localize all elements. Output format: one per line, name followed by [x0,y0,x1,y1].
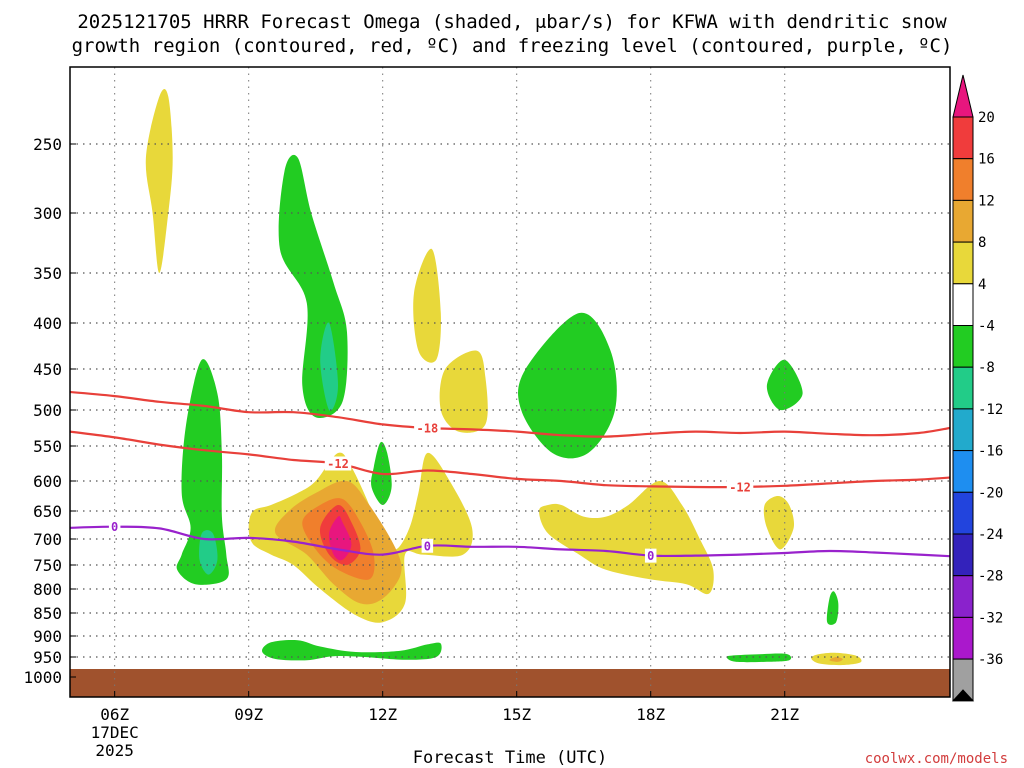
colorbar-segment-13 [952,616,974,660]
y-tick-label-600: 600 [33,472,62,491]
colorbar-label-0: 20 [978,110,995,126]
x-axis-label: Forecast Time (UTC) [413,748,607,768]
y-tick-label-900: 900 [33,627,62,646]
credit-text[interactable]: coolwx.com/models [865,751,1008,767]
contour-line-0 [70,390,950,438]
colorbar-label-13: -36 [978,652,1003,668]
y-tick-label-350: 350 [33,264,62,283]
x-tick-label-15Z: 15Z [502,705,531,724]
colorbar-label-9: -20 [978,485,1003,501]
contour-extra-label-0-bg [421,538,434,553]
chart-title-line1: 2025121705 HRRR Forecast Omega (shaded, … [77,11,947,33]
y-tick-label-450: 450 [33,360,62,379]
axes: 250 300 350 400 450 500 550 600 650 700 750 800 850 9… [23,66,951,760]
y-tick-label-500: 500 [33,401,62,420]
y-tick-label-250: 250 [33,135,62,154]
omega-shade-5 [518,312,617,459]
colorbar-segment-2 [952,158,974,201]
colorbar-label-3: 8 [978,235,986,251]
plot-frame [69,66,951,698]
omega-shade-8 [199,530,218,575]
colorbar-label-11: -28 [978,569,1003,585]
contour-line-2 [70,525,950,558]
contour-extra-label-0: 0 [424,539,431,553]
omega-shade-6 [766,359,803,411]
colorbar-segment-1 [952,116,974,160]
omega-shade-16 [763,496,795,550]
colorbar-label-2: 12 [978,193,995,209]
y-tick-label-750: 750 [33,556,62,575]
x-tick-date: 17DEC [91,723,139,742]
plot-inner: -18 -12 0 0 0 -12 [70,67,950,697]
y-tick-label-550: 550 [33,437,62,456]
y-tick-label-650: 650 [33,502,62,521]
colorbar-segment-7 [952,366,974,410]
contour-label-2-bg [108,519,121,534]
omega-shade-15 [539,481,714,595]
contour-extra-label-1-bg [644,548,657,563]
x-tick-year: 2025 [95,741,134,760]
colorbar: 20 16 12 8 4 -4 -8 -12 -16 -20 -24 -28 -32 -36 [951,74,1003,702]
ground-fill [70,669,950,697]
x-tick-label-09Z: 09Z [234,705,263,724]
y-tick-label-300: 300 [33,204,62,223]
x-tick-label-06Z: 06Z [100,705,129,724]
colorbar-segment-8 [952,408,974,452]
omega-shade-21 [829,656,843,662]
omega-shade-2 [320,322,338,411]
x-tick-label-18Z: 18Z [636,705,665,724]
omega-shade-0 [145,88,173,273]
colorbar-segment-10 [952,491,974,535]
omega-shade-4 [439,350,488,433]
y-tick-label-850: 850 [33,604,62,623]
colorbar-top-arrow [952,74,974,118]
x-tick-label-21Z: 21Z [770,705,799,724]
colorbar-bottom-arrow [951,689,975,702]
contour-label-2: 0 [111,520,118,534]
contour-label-1: -12 [327,457,349,471]
y-tick-label-400: 400 [33,314,62,333]
contour-label-0-bg [414,421,441,435]
plot-area: -18 -12 0 0 0 -12 [70,67,950,697]
colorbar-segment-12 [952,575,974,618]
colorbar-label-1: 16 [978,152,995,168]
omega-shade-3 [413,248,441,363]
y-tick-label-1000: 1000 [23,668,62,687]
colorbar-segment-5 [952,283,974,326]
colorbar-label-5: -4 [978,319,995,335]
colorbar-segment-11 [952,533,974,577]
omega-shade-18 [726,653,792,663]
colorbar-segment-6 [952,325,974,368]
contour-label-1-bg [324,456,352,471]
chart-title-line2: growth region (contoured, red, ºC) and f… [72,35,953,57]
y-tick-label-950: 950 [33,648,62,667]
colorbar-segment-3 [952,199,974,243]
colorbar-label-10: -24 [978,527,1003,543]
colorbar-label-8: -16 [978,444,1003,460]
y-tick-label-800: 800 [33,580,62,599]
contour-extra-label-2: -12 [729,481,751,495]
colorbar-segment-9 [952,450,974,493]
colorbar-label-7: -12 [978,402,1003,418]
omega-shade-17 [261,639,442,661]
colorbar-label-6: -8 [978,360,995,376]
x-tick-label-12Z: 12Z [368,705,397,724]
contour-line-1 [70,430,950,489]
y-tick-label-700: 700 [33,530,62,549]
contour-extra-label-2-bg [726,480,754,494]
omega-shade-19 [826,591,839,625]
contour-extra-label-1: 0 [647,549,654,563]
colorbar-label-4: 4 [978,277,986,293]
omega-shade-7 [176,359,229,585]
colorbar-segment-4 [952,241,974,285]
colorbar-label-12: -32 [978,610,1003,626]
contour-label-0: -18 [417,422,439,436]
